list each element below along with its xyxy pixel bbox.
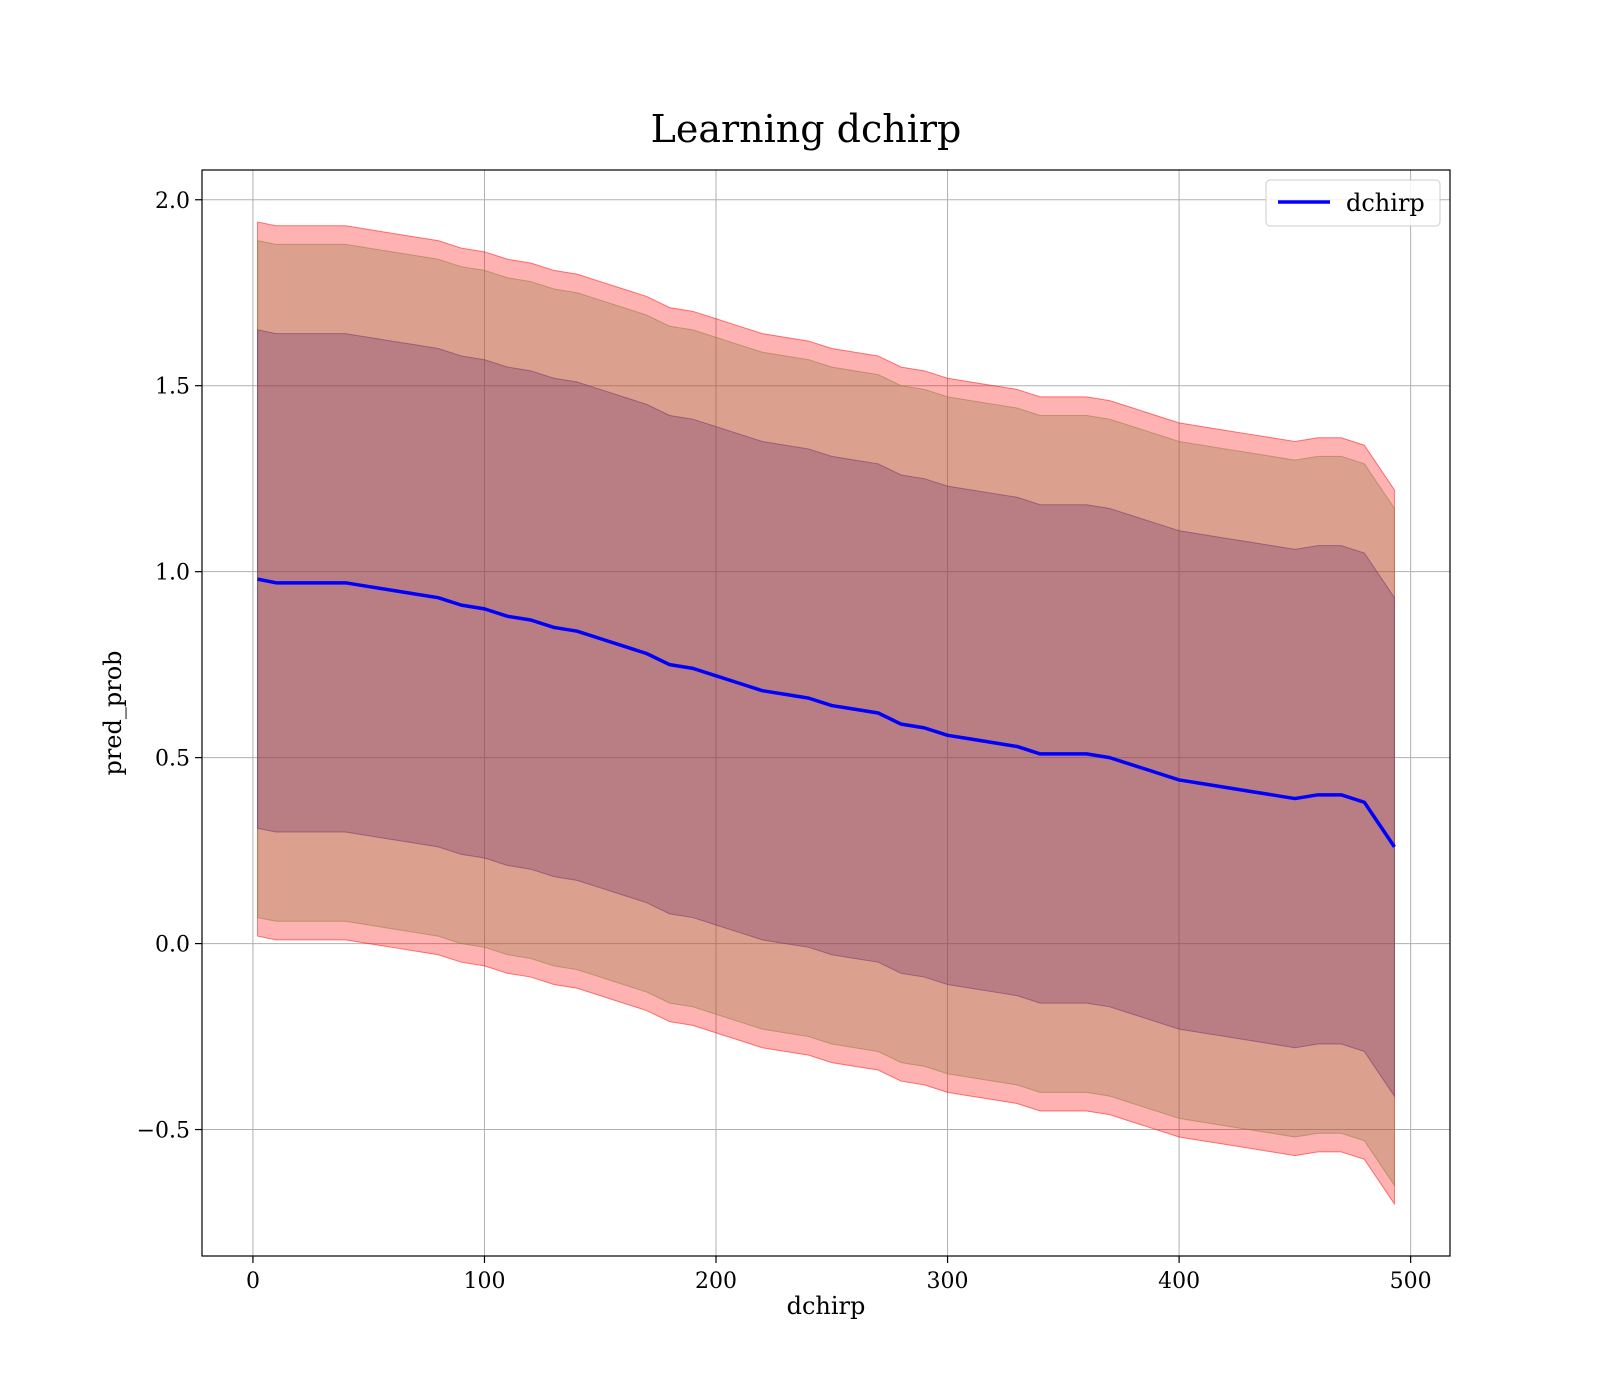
grid [202, 170, 1450, 1256]
x-tick-label: 400 [1158, 1269, 1200, 1294]
legend-box [1265, 179, 1441, 227]
series-line-dchirp [257, 577, 1396, 848]
plot-frame [201, 169, 1451, 1257]
chart-title: Learning dchirp [651, 107, 962, 151]
y-tick-label: 2.0 [155, 189, 190, 214]
x-tick-label: 500 [1390, 1269, 1432, 1294]
x-tick-label: 100 [463, 1269, 505, 1294]
band-outer [257, 221, 1395, 1206]
confidence-bands [257, 221, 1395, 1206]
band-middle [257, 240, 1395, 1187]
legend-label: dchirp [1346, 189, 1425, 217]
legend: dchirp [1265, 179, 1441, 227]
x-axis-ticks: 0 100 200 300 400 500 [246, 1256, 1432, 1294]
y-tick-label: 0.0 [155, 933, 190, 958]
y-tick-label: 0.5 [155, 747, 190, 772]
band-inner [257, 329, 1395, 1098]
series-lines [257, 577, 1396, 848]
x-tick-label: 0 [246, 1269, 260, 1294]
y-axis-ticks: −0.5 0.0 0.5 1.0 1.5 2.0 [137, 189, 202, 1144]
y-axis-label: pred_prob [99, 650, 127, 775]
y-tick-label: 1.5 [155, 375, 190, 400]
y-tick-label: −0.5 [137, 1119, 190, 1144]
x-axis-label: dchirp [787, 1292, 866, 1320]
x-tick-label: 200 [695, 1269, 737, 1294]
x-tick-label: 300 [927, 1269, 969, 1294]
y-tick-label: 1.0 [155, 561, 190, 586]
